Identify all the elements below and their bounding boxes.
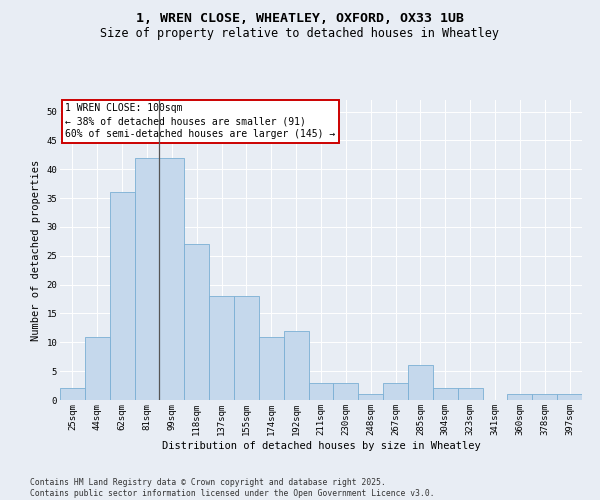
Bar bbox=[433, 388, 458, 400]
Text: 1 WREN CLOSE: 100sqm
← 38% of detached houses are smaller (91)
60% of semi-detac: 1 WREN CLOSE: 100sqm ← 38% of detached h… bbox=[65, 103, 335, 140]
Bar bbox=[234, 296, 259, 400]
Bar bbox=[209, 296, 234, 400]
Bar bbox=[160, 158, 184, 400]
Bar bbox=[334, 382, 358, 400]
Bar bbox=[184, 244, 209, 400]
Bar bbox=[358, 394, 383, 400]
Y-axis label: Number of detached properties: Number of detached properties bbox=[31, 160, 41, 340]
Bar bbox=[134, 158, 160, 400]
Bar bbox=[532, 394, 557, 400]
Bar bbox=[383, 382, 408, 400]
Bar bbox=[259, 336, 284, 400]
Bar bbox=[508, 394, 532, 400]
Bar bbox=[557, 394, 582, 400]
Bar bbox=[408, 366, 433, 400]
Bar bbox=[308, 382, 334, 400]
Bar bbox=[60, 388, 85, 400]
Bar bbox=[85, 336, 110, 400]
Text: Size of property relative to detached houses in Wheatley: Size of property relative to detached ho… bbox=[101, 28, 499, 40]
Text: 1, WREN CLOSE, WHEATLEY, OXFORD, OX33 1UB: 1, WREN CLOSE, WHEATLEY, OXFORD, OX33 1U… bbox=[136, 12, 464, 26]
X-axis label: Distribution of detached houses by size in Wheatley: Distribution of detached houses by size … bbox=[161, 440, 481, 450]
Bar bbox=[458, 388, 482, 400]
Text: Contains HM Land Registry data © Crown copyright and database right 2025.
Contai: Contains HM Land Registry data © Crown c… bbox=[30, 478, 434, 498]
Bar bbox=[284, 331, 308, 400]
Bar bbox=[110, 192, 134, 400]
